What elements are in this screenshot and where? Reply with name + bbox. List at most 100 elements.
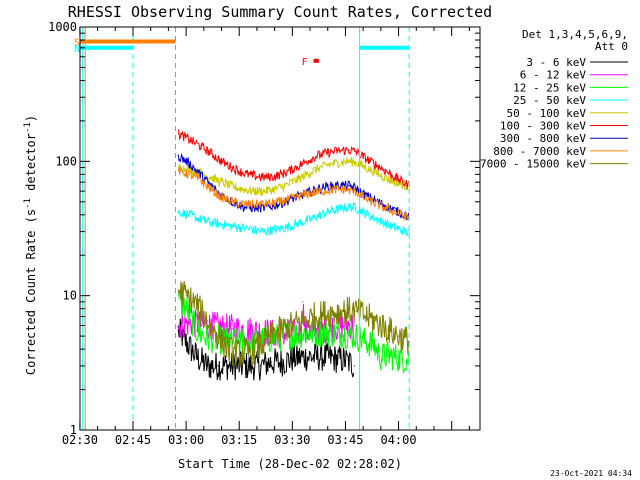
series-25-50-kev-point: [199, 218, 201, 220]
series-3-6-kev-point: [177, 329, 179, 332]
series-800-7000-kev-point: [362, 196, 364, 198]
series-800-7000-kev-point: [252, 203, 254, 205]
series-100-300-kev-point: [252, 175, 254, 177]
series-300-800-kev-point: [327, 185, 329, 188]
legend-header-line-2: Att 0: [595, 40, 628, 53]
series-12-25-kev-point: [196, 329, 198, 332]
series-3-6-kev-point: [270, 361, 272, 363]
series-800-7000-kev-point: [220, 196, 223, 198]
series-800-7000-kev-point: [383, 207, 385, 209]
series-12-25-kev-point: [185, 308, 187, 310]
series-12-25-kev-point: [394, 356, 396, 358]
series-800-7000-kev-point: [231, 201, 233, 203]
x-tick-label: 03:00: [168, 433, 204, 447]
series-7000-15000-kev-point: [217, 335, 219, 337]
series-12-25-kev-point: [401, 358, 403, 360]
series-800-7000-kev-point: [177, 170, 179, 172]
series-3-6-kev-point: [323, 356, 325, 358]
series-100-300-kev-point: [231, 166, 233, 169]
series-100-300-kev-point: [242, 172, 244, 174]
y-tick-label: 1: [70, 423, 77, 437]
series-7000-15000-kev-point: [366, 315, 368, 318]
series-300-800-kev-point: [252, 207, 254, 209]
series-6-12-kev-point: [189, 322, 191, 324]
series-25-50-kev-point: [231, 225, 233, 227]
series-3-6-kev-point: [334, 358, 336, 360]
series-50-100-kev-point: [405, 185, 407, 187]
series-25-50-kev-point: [327, 211, 329, 213]
series-50-100-kev-point: [210, 176, 212, 178]
series-7000-15000-kev-point: [206, 320, 208, 322]
series-800-7000-kev-point: [373, 202, 375, 204]
series-100-300-kev-point: [405, 183, 407, 185]
x-tick-label: 04:00: [380, 433, 416, 447]
legend-label: 300 - 800 keV: [500, 132, 586, 145]
series-100-300-kev-point: [274, 176, 276, 178]
series-300-800-kev-point: [189, 163, 191, 165]
series-3-6-kev-point: [344, 359, 346, 361]
series-50-100-kev-point: [394, 181, 396, 183]
series-800-7000-kev-point: [199, 179, 201, 182]
series-100-300-kev-point: [373, 162, 375, 164]
series-7000-15000-kev-point: [185, 295, 187, 297]
series-50-100-kev-point: [373, 170, 375, 173]
series-3-6-kev-point: [259, 365, 262, 367]
legend-label: 6 - 12 keV: [520, 69, 587, 82]
flag-label-s: S: [74, 37, 80, 48]
series-7000-15000-kev-point: [376, 322, 378, 324]
series-3-6-kev-point: [291, 358, 293, 360]
series-6-12-kev-point: [242, 328, 244, 331]
series-7000-15000-kev-point: [344, 310, 346, 312]
x-tick-label: 02:45: [115, 433, 151, 447]
series-800-7000-kev-point: [355, 191, 357, 193]
series-25-50-kev-point: [394, 227, 396, 229]
series-25-50-kev-point: [383, 222, 385, 224]
series-3-6-kev-point: [228, 365, 230, 367]
series-50-100-kev-point: [231, 185, 233, 188]
series-50-100-kev-point: [274, 188, 276, 190]
series-800-7000-kev-point: [295, 196, 297, 198]
series-800-7000-kev-point: [316, 191, 318, 193]
legend-label: 25 - 50 keV: [513, 94, 586, 107]
y-tick-label: 10: [63, 289, 77, 303]
series-800-7000-kev-point: [189, 173, 191, 175]
series-12-25-kev-point: [313, 332, 315, 334]
series-800-7000-kev-point: [242, 203, 244, 205]
series-7000-15000-kev-point: [177, 289, 179, 291]
series-50-100-kev-point: [327, 164, 329, 166]
series-100-300-kev-point: [348, 149, 350, 151]
series-3-6-kev-point: [206, 365, 208, 367]
series-12-25-kev-point: [177, 298, 179, 300]
x-tick-label: 03:15: [221, 433, 257, 447]
legend-label: 50 - 100 keV: [507, 107, 587, 120]
series-50-100-kev-point: [263, 190, 265, 192]
chart-title: RHESSI Observing Summary Count Rates, Co…: [68, 3, 492, 21]
series-12-25-kev-point: [387, 354, 389, 356]
series-25-50-kev-line: [177, 202, 409, 237]
series-800-7000-kev-point: [337, 188, 339, 190]
x-axis-label: Start Time (28-Dec-02 02:28:02): [178, 457, 402, 471]
series-800-7000-kev-point: [348, 189, 350, 191]
series-300-800-kev-point: [383, 204, 385, 206]
series-6-12-kev-point: [177, 324, 179, 327]
y-axis-label: Corrected Count Rate (s-1 detector-1): [23, 115, 38, 375]
series-6-12-kev-point: [252, 329, 254, 332]
series-800-7000-kev-point: [405, 215, 407, 217]
series-300-800-kev-point: [373, 198, 375, 201]
series-12-25-kev-point: [355, 335, 357, 337]
series-25-50-kev-point: [408, 233, 410, 235]
series-7000-15000-kev-point: [323, 313, 325, 315]
legend-label: 100 - 300 keV: [500, 120, 586, 133]
series-25-50-kev-point: [263, 231, 265, 233]
series-3-6-kev-point: [313, 356, 315, 358]
series-300-800-kev-point: [177, 155, 179, 157]
series-100-300-kev-point: [362, 156, 364, 158]
series-100-300-kev-point: [383, 169, 385, 171]
series-25-50-kev-point: [405, 231, 407, 233]
x-tick-label: 02:30: [62, 433, 98, 447]
series-50-100-kev-point: [362, 165, 364, 167]
legend-label: 800 - 7000 keV: [493, 145, 586, 158]
legend-label: 12 - 25 keV: [513, 81, 586, 94]
series-100-300-kev-point: [189, 139, 191, 141]
series-300-800-kev-point: [348, 185, 350, 187]
